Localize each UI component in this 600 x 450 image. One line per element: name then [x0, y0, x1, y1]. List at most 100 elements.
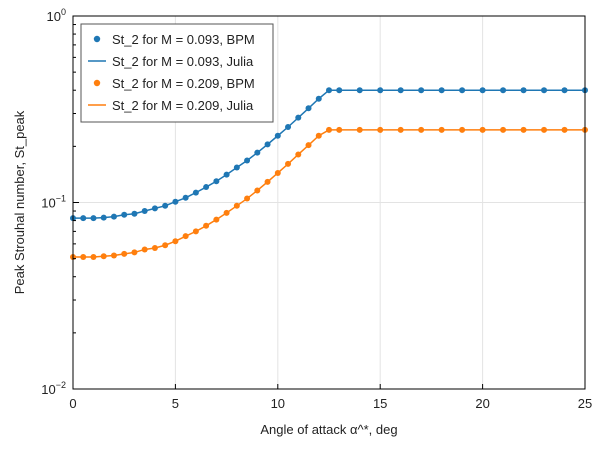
series-point: [254, 149, 261, 156]
y-tick-exponent: −2: [56, 380, 66, 390]
x-tick-label: 10: [271, 396, 285, 411]
series-point: [244, 157, 251, 164]
series-point: [397, 126, 404, 133]
legend-label: St_2 for M = 0.209, BPM: [112, 76, 255, 91]
series-point: [285, 123, 292, 130]
series-point: [223, 171, 230, 178]
series-point: [192, 228, 199, 235]
series-point: [377, 87, 384, 94]
series-point: [397, 87, 404, 94]
series-point: [315, 132, 322, 139]
series-point: [561, 87, 568, 94]
legend-label: St_2 for M = 0.093, BPM: [112, 32, 255, 47]
series-point: [438, 126, 445, 133]
series-point: [336, 126, 343, 133]
series-point: [203, 222, 210, 229]
y-tick-label: 100: [47, 7, 66, 24]
legend: St_2 for M = 0.093, BPM St_2 for M = 0.09…: [80, 23, 274, 123]
series-point: [295, 151, 302, 158]
series-point: [377, 126, 384, 133]
series-point: [295, 114, 302, 121]
series-point: [244, 195, 251, 202]
y-tick-exponent: 0: [61, 7, 66, 17]
series-point: [100, 214, 107, 221]
series-line: [73, 129, 585, 258]
series-point: [418, 87, 425, 94]
series-point: [541, 126, 548, 133]
series-point: [141, 246, 148, 253]
y-tick-label: 10−2: [41, 380, 66, 397]
series-point: [121, 211, 128, 218]
series-point: [131, 210, 138, 217]
series-point: [172, 238, 179, 245]
series-point: [203, 184, 210, 191]
series-point: [264, 141, 271, 148]
y-axis-label: Peak Strouhal number, St_peak: [12, 110, 27, 294]
series-point: [254, 187, 261, 194]
series-point: [182, 194, 189, 201]
series-point: [223, 209, 230, 216]
series-point: [100, 253, 107, 260]
series-point: [459, 126, 466, 133]
series-point: [479, 87, 486, 94]
series-point: [213, 216, 220, 223]
legend-box: [80, 23, 274, 123]
series-point: [110, 213, 117, 220]
series-point: [151, 205, 158, 212]
series-point: [233, 164, 240, 171]
series-point: [162, 242, 169, 249]
y-tick-label: 10−1: [41, 194, 66, 211]
series-point: [172, 198, 179, 205]
series-point: [326, 126, 332, 133]
series-point: [151, 245, 158, 252]
series-point: [121, 250, 128, 257]
x-tick-label: 0: [69, 396, 76, 411]
series-point: [356, 87, 363, 94]
series-point: [561, 126, 568, 133]
series-point: [90, 254, 97, 261]
series-point: [438, 87, 445, 94]
series-point: [182, 233, 189, 240]
x-tick-label: 20: [475, 396, 489, 411]
series-point: [479, 126, 486, 133]
series-point: [500, 87, 507, 94]
series-point: [336, 87, 343, 94]
series-point: [418, 126, 425, 133]
series-point: [141, 208, 148, 215]
legend-label: St_2 for M = 0.093, Julia: [112, 54, 254, 69]
series-point: [131, 249, 138, 256]
legend-marker-swatch: [93, 35, 101, 43]
y-tick-exponent: −1: [56, 194, 66, 204]
series-point: [274, 169, 281, 176]
legend-label: St_2 for M = 0.209, Julia: [112, 98, 254, 113]
x-tick-label: 15: [373, 396, 387, 411]
series-point: [305, 142, 312, 149]
series-point: [90, 215, 97, 222]
series-point: [264, 178, 271, 185]
series-point: [162, 202, 169, 209]
series-point: [110, 252, 117, 259]
series-point: [520, 87, 527, 94]
series-point: [192, 189, 199, 196]
series-point: [274, 132, 281, 139]
y-tick-base: 10: [47, 9, 61, 24]
series-point: [541, 87, 548, 94]
series-point: [213, 178, 220, 185]
y-tick-base: 10: [41, 196, 55, 211]
series-point: [80, 254, 87, 261]
series-point: [356, 126, 363, 133]
series-point: [233, 202, 240, 209]
series-point: [315, 95, 322, 102]
x-tick-label: 25: [578, 396, 592, 411]
series-point: [520, 126, 527, 133]
legend-marker-swatch: [93, 79, 101, 87]
series-point: [305, 105, 312, 112]
series-point: [326, 87, 332, 94]
x-axis-label: Angle of attack α^*, deg: [260, 422, 397, 437]
series-point: [459, 87, 466, 94]
series-point: [500, 126, 507, 133]
series-point: [285, 160, 292, 167]
series-point: [80, 215, 87, 222]
